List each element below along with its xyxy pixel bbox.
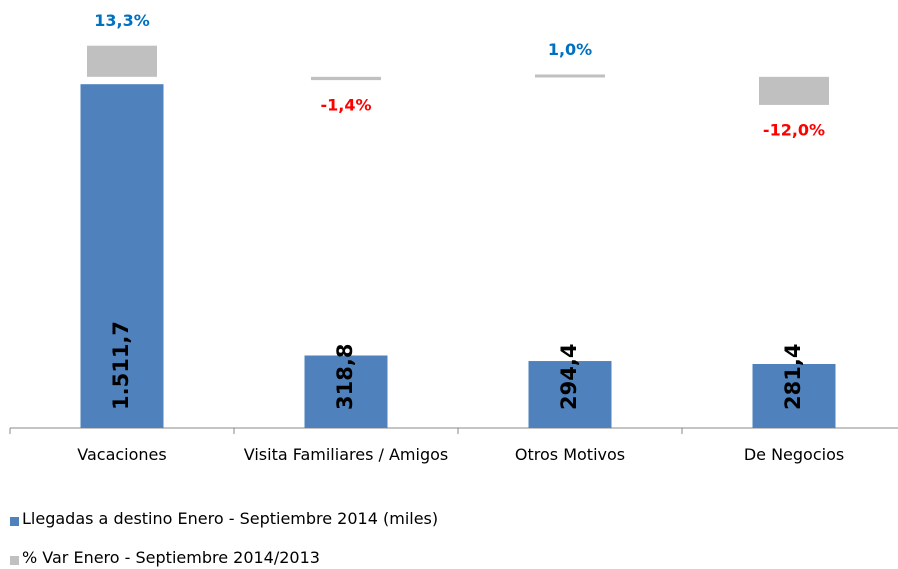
value-label: 1.511,7: [109, 321, 133, 410]
x-tick-label: De Negocios: [743, 445, 845, 464]
legend-swatch: [10, 556, 19, 565]
bar: [752, 364, 836, 428]
x-tick-label: Vacaciones: [77, 445, 167, 464]
var-label: -12,0%: [763, 120, 825, 139]
var-bar: [311, 76, 381, 81]
value-label: 294,4: [557, 344, 581, 410]
legend-label: % Var Enero - Septiembre 2014/2013: [22, 548, 320, 567]
var-bar: [87, 45, 157, 77]
value-label: 281,4: [781, 344, 805, 410]
bar: [528, 361, 612, 428]
var-bar: [759, 76, 829, 105]
var-label: 13,3%: [94, 11, 150, 30]
var-bar: [535, 74, 605, 78]
x-tick-label: Otros Motivos: [514, 445, 626, 464]
x-tick-label: Visita Familiares / Amigos: [243, 445, 449, 464]
legend-swatch: [10, 517, 19, 526]
legend-label: Llegadas a destino Enero - Septiembre 20…: [22, 509, 439, 528]
var-label: 1,0%: [548, 40, 592, 59]
value-label: 318,8: [333, 344, 357, 410]
var-label: -1,4%: [320, 96, 371, 115]
bar: [304, 355, 388, 428]
bar: [80, 84, 164, 428]
